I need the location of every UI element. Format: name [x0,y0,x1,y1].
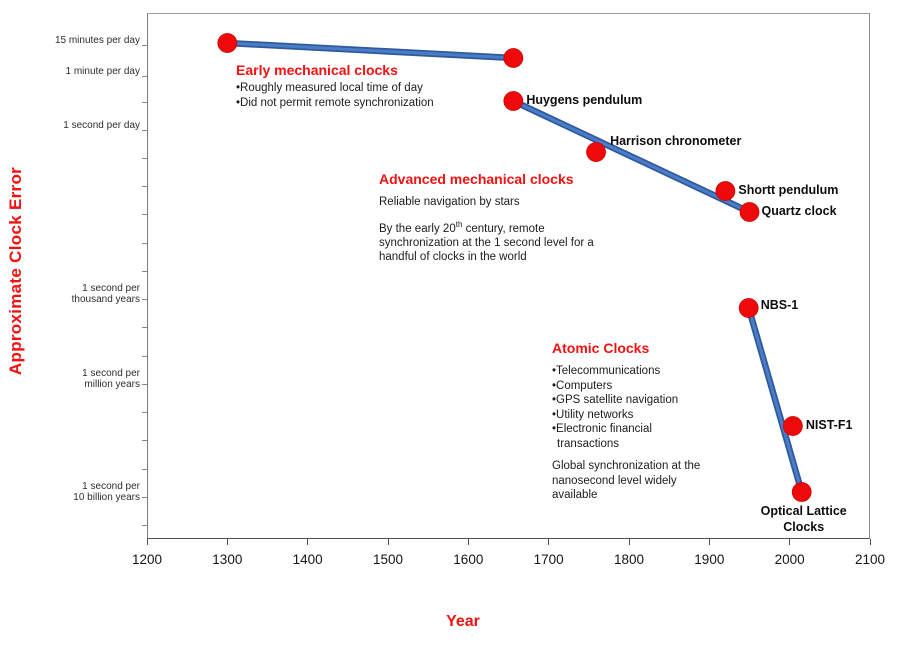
atomic-bullet-financial-cont: transactions [557,437,620,450]
x-tick-label: 1700 [533,552,564,567]
annotation-advanced-para1: Reliable navigation by stars [379,196,520,208]
annotation-early-bullet: •Did not permit remote synchronization [236,96,434,109]
x-tick-label: 1600 [453,552,484,567]
y-tick-label: 15 minutes per day [54,34,140,46]
atomic-para-line3: available [552,489,598,501]
y-tick [142,213,147,215]
data-point-label-huygens-pendulum: Huygens pendulum [526,93,643,107]
annotation-atomic-para: Global synchronization at the nanosecond… [552,459,700,503]
annotation-atomic-clocks: Atomic Clocks •Telecommunications •Compu… [552,340,700,503]
annotation-advanced-heading: Advanced mechanical clocks [379,171,574,187]
atomic-bullet-financial: •Electronic financial [552,423,652,435]
x-tick-label: 1800 [613,552,645,567]
annotation-advanced-para2-line3: handful of clocks in the world [379,251,527,264]
annotation-atomic-bullets: •Telecommunications •Computers •GPS sate… [552,364,700,451]
annotation-atomic-heading: Atomic Clocks [552,340,650,356]
y-tick [142,242,147,244]
x-tick-label: 2100 [854,552,886,567]
data-point-label-harrison-chronometer: Harrison chronometer [610,134,742,148]
y-tick-label: 1 second per thousand years [71,283,140,305]
atomic-bullet-computers: •Computers [552,379,613,392]
y-tick [142,383,147,385]
y-axis-title: Approximate Clock Error [6,166,25,376]
y-tick [142,101,147,103]
atomic-para-line1: Global synchronization at the [552,460,701,472]
y-tick-label: 1 second per day [63,119,140,131]
atomic-bullet-telecommunications: •Telecommunications [552,365,661,377]
annotation-advanced-para2: By the early 20th century, remote synchr… [379,218,594,265]
data-point-label-shortt-pendulum: Shortt pendulum [738,183,839,197]
y-tick [142,129,147,131]
y-tick [142,355,147,357]
y-tick [142,75,147,77]
x-axis-title: Year [446,613,480,630]
x-tick [869,539,871,545]
data-point-label-optical-lattice-clocks: Optical Lattice Clocks [760,504,847,534]
atomic-bullet-utility: •Utility networks [552,408,634,421]
y-tick [142,439,147,441]
x-tick [789,539,791,545]
annotation-advanced-para2-line1: By the early 20th century, remote [379,218,594,236]
atomic-bullet-gps: •GPS satellite navigation [552,394,679,406]
x-tick-label: 1200 [131,552,163,567]
annotation-early-mechanical: Early mechanical clocks •Roughly measure… [236,62,434,110]
para2-line1-post: century, remote [462,222,545,235]
y-tick [142,44,147,46]
y-tick [142,411,147,413]
x-tick [387,539,389,545]
x-tick-label: 1400 [292,552,323,567]
atomic-para-line2: nanosecond level widely [552,474,677,487]
y-tick [142,185,147,187]
data-point-label-nist-f1: NIST-F1 [805,418,853,432]
y-tick-label: 1 minute per day [65,65,141,77]
x-tick [467,539,469,545]
y-tick [142,157,147,159]
annotation-advanced-mechanical: Advanced mechanical clocks Reliable navi… [379,171,594,265]
y-tick [142,270,147,272]
x-tick [548,539,550,545]
y-tick [142,326,147,328]
x-tick [226,539,228,545]
x-tick [628,539,630,545]
x-tick-label: 1900 [694,552,725,567]
y-tick [142,496,147,498]
annotation-early-bullet: •Roughly measured local time of day [236,82,423,94]
annotation-early-heading: Early mechanical clocks [236,62,398,78]
x-tick-label: 1300 [212,552,243,567]
x-tick-label: 2000 [774,552,805,567]
y-tick-label: 1 second per 10 billion years [73,481,140,503]
x-tick [708,539,710,545]
data-point-label-quartz-clock: Quartz clock [761,204,837,218]
y-tick [142,468,147,470]
y-tick-label: 1 second per million years [82,368,140,390]
data-point-label-nbs-1: NBS-1 [760,298,799,312]
y-tick [142,524,147,526]
para2-line1-sup: th [455,219,463,229]
x-tick [146,539,148,545]
x-tick-label: 1500 [372,552,404,567]
para2-line1-pre: By the early 20 [379,222,456,235]
y-tick [142,298,147,300]
x-tick [307,539,309,545]
annotation-advanced-para2-line2: synchronization at the 1 second level fo… [379,236,594,249]
